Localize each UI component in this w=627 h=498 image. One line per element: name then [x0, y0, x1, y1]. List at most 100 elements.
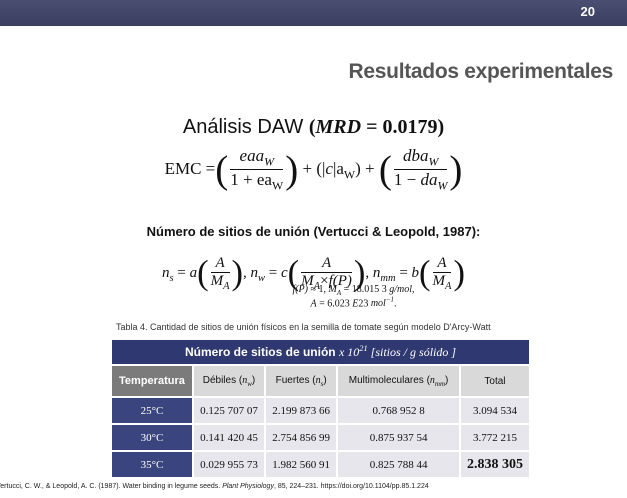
- subscript: A: [223, 281, 230, 292]
- math-token: dbaW: [403, 146, 438, 168]
- text: x 10: [338, 345, 360, 359]
- math-token: ): [354, 254, 366, 292]
- text: A: [437, 255, 447, 271]
- text: M: [432, 273, 446, 289]
- header-bar: 20: [0, 0, 627, 26]
- subscript: A: [336, 289, 342, 297]
- text: M: [328, 284, 337, 295]
- math-token: (: [288, 254, 300, 292]
- text: a: [189, 264, 198, 281]
- text: A: [215, 255, 225, 271]
- math-token: W: [272, 170, 283, 193]
- text: EMC =: [164, 158, 216, 178]
- fraction: dbaW 1 − daW: [393, 146, 448, 194]
- math-token: = 0.0179): [361, 116, 444, 138]
- text: = 6.023: [316, 298, 353, 310]
- math-token: (: [309, 116, 316, 138]
- heading: Análisis DAW (MRD = 0.0179): [0, 116, 627, 139]
- numerator: A: [432, 255, 452, 273]
- text: ) +: [355, 158, 379, 178]
- math-token: A: [437, 255, 446, 271]
- math-token: g/mol,: [389, 284, 414, 295]
- math-token: mol−1: [370, 296, 394, 310]
- denominator: MA×f(P): [301, 273, 352, 292]
- math-token: ): [252, 375, 255, 386]
- text: n: [162, 264, 170, 281]
- math-token: Temperatura: [119, 375, 185, 387]
- daw-equation: EMC =(eaaW 1 + eaW) + (|c|aW) + (dbaW 1 − …: [0, 146, 627, 194]
- math-token: ): [453, 254, 465, 292]
- fraction: A MA×f(P): [301, 255, 352, 292]
- cell: 0.768 952 8: [336, 396, 461, 425]
- text: M: [301, 273, 314, 289]
- math-token: nmm: [430, 375, 445, 388]
- text: .: [394, 298, 397, 310]
- text: Fuertes (: [275, 374, 316, 386]
- slide-number: 20: [580, 4, 595, 19]
- math-token: Total: [484, 376, 505, 387]
- text: [sitios / g sólido ]: [367, 345, 457, 359]
- denominator: 1 − daW: [394, 170, 448, 193]
- math-token: daW: [420, 170, 447, 192]
- text: ): [445, 374, 449, 386]
- text: E: [352, 298, 359, 310]
- header-row: Temperatura Débiles (nw) Fuertes (ns) Multi…: [110, 364, 532, 398]
- text: + (|: [298, 158, 326, 178]
- math-token: Número de sitios de unión: [185, 345, 339, 359]
- subscript: mm: [380, 272, 396, 284]
- subscript: s: [169, 272, 174, 284]
- note: f(P) ≈ 1, MA = 18.015 3 g/mol,: [40, 284, 627, 297]
- math-token: ns: [315, 374, 324, 388]
- supscript: 21: [359, 344, 368, 353]
- cell: 3.094 534: [458, 396, 532, 425]
- math-token: ): [323, 375, 326, 386]
- column-header: Temperatura: [110, 364, 194, 398]
- table-row: 35°C 0.029 955 73 1.982 560 91 0.825 788 44…: [110, 450, 532, 479]
- text: , 85, 224–231. https://doi.org/10.1104/p…: [273, 483, 429, 490]
- sites-equation: ns = a(A MA), nw = c(A MA×f(P)), nmm = b(A…: [0, 254, 627, 293]
- text: n: [315, 374, 321, 386]
- text: Plant Physiology: [222, 483, 274, 490]
- text: ×: [320, 273, 329, 289]
- math-token: ): [445, 375, 448, 386]
- math-token: Multimoleculares (: [349, 375, 430, 386]
- math-token: ): [232, 254, 244, 292]
- text: =: [173, 264, 190, 281]
- column-header: Débiles (nw): [191, 364, 267, 398]
- math-token: A: [322, 255, 331, 271]
- text: c: [281, 264, 288, 281]
- text: =: [265, 264, 281, 281]
- numerator: A: [210, 255, 230, 273]
- text: n: [372, 264, 381, 281]
- column-header: Total: [458, 364, 532, 398]
- numerator: A: [301, 255, 352, 273]
- cell: 0.825 788 44: [336, 450, 461, 479]
- text: eaa: [239, 146, 265, 165]
- fraction: A MA: [210, 255, 230, 292]
- text: Número de sitios de unión: [184, 345, 339, 359]
- subscript: A: [445, 281, 452, 292]
- text: 1 −: [393, 170, 421, 190]
- text: mol: [370, 298, 386, 310]
- math-token: Análisis DAW: [183, 116, 309, 138]
- math-token: (: [419, 254, 431, 292]
- text: (: [378, 148, 392, 192]
- text: b: [411, 264, 420, 281]
- math-token: ): [285, 148, 298, 191]
- math-token: E: [352, 298, 358, 309]
- fraction: eaaW 1 + eaW: [230, 146, 284, 194]
- text: Análisis DAW: [182, 116, 309, 138]
- math-token: (: [215, 148, 228, 191]
- subscript: W: [264, 154, 274, 169]
- text: ,: [365, 264, 373, 281]
- cell: 3.772 215: [458, 423, 532, 452]
- text: da: [420, 170, 438, 190]
- text: Multimoleculares (: [348, 374, 430, 386]
- column-header: Fuertes (ns): [264, 364, 339, 398]
- text: = 18.015 3: [341, 284, 390, 295]
- text: ): [353, 254, 366, 292]
- denominator: MA: [211, 273, 230, 292]
- note: A = 6.023 E23 mol−1.: [40, 296, 627, 309]
- math-token: nw: [251, 265, 266, 284]
